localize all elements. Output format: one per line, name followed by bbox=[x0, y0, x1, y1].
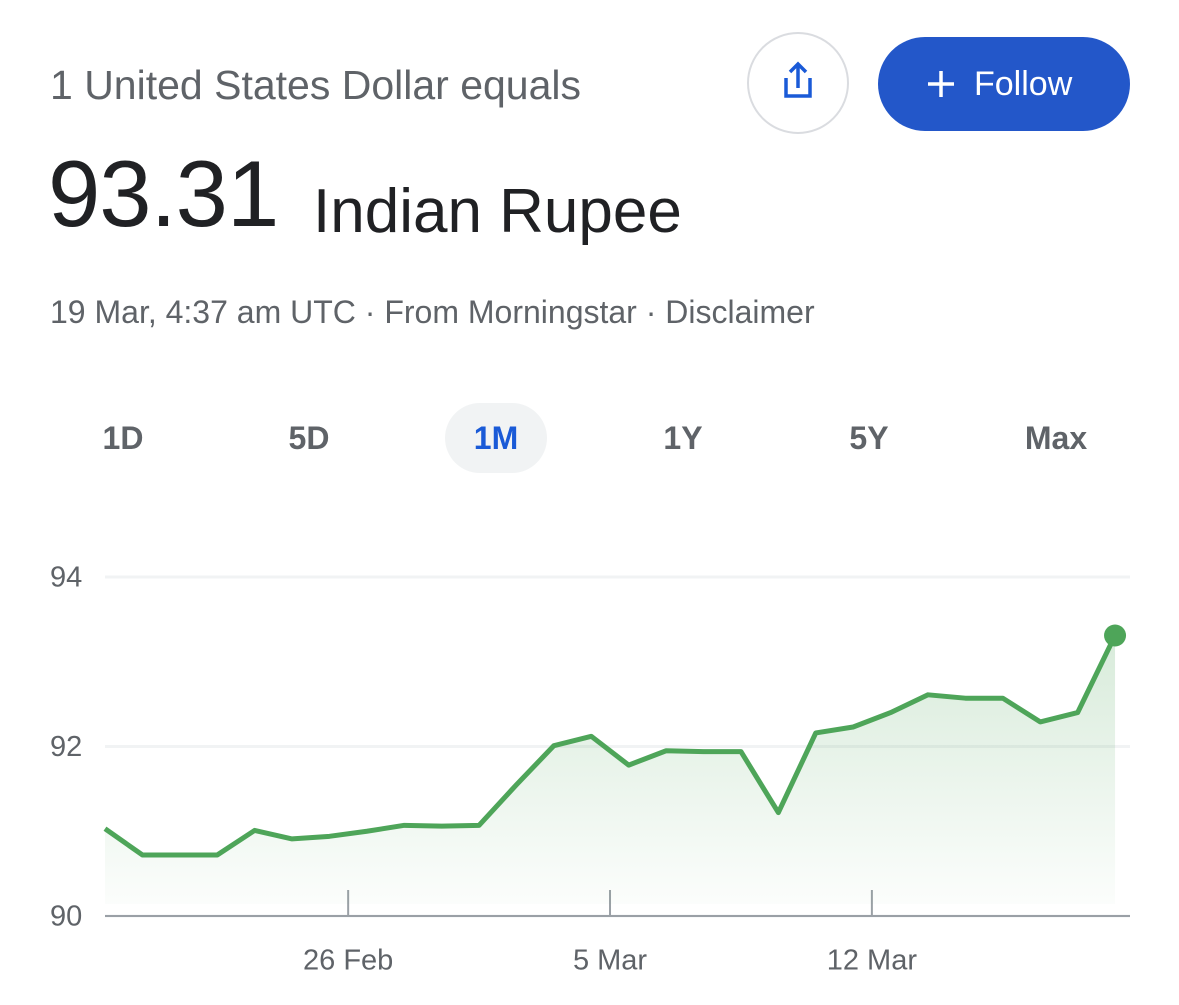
line bbox=[103, 634, 1118, 858]
range-tab[interactable]: 1D bbox=[102, 420, 144, 456]
chart: 90 92 94 26 Feb 5 Mar 12 Mar bbox=[50, 562, 1130, 977]
range-tab[interactable]: Max bbox=[1024, 420, 1088, 456]
share-button[interactable] bbox=[747, 32, 849, 134]
y-tick-label: 94 bbox=[50, 562, 82, 594]
area bbox=[105, 635, 1116, 904]
follow-label: Follow bbox=[974, 65, 1073, 103]
x-tick-label: 26 Feb bbox=[303, 945, 393, 977]
y-tick-label: 90 bbox=[50, 901, 82, 933]
y-tick-label: 92 bbox=[50, 731, 82, 763]
meta-info[interactable]: 19 Mar, 4:37 am UTC · From Morningstar ·… bbox=[50, 294, 815, 330]
currency-name: Indian Rupee bbox=[313, 177, 682, 246]
range-tab[interactable]: 5D bbox=[288, 420, 330, 456]
last-point bbox=[1104, 624, 1127, 647]
follow-button[interactable]: Follow bbox=[878, 37, 1130, 131]
x-tick-label: 5 Mar bbox=[573, 945, 647, 977]
x-tick-label: 12 Mar bbox=[827, 945, 918, 977]
range-tab[interactable]: 5Y bbox=[849, 420, 889, 456]
rate-value: 93.31 bbox=[48, 141, 279, 246]
subtitle: 1 United States Dollar equals bbox=[50, 62, 582, 108]
range-tab[interactable]: 1M bbox=[445, 403, 547, 473]
range-tab[interactable]: 1Y bbox=[663, 420, 703, 456]
plus-icon bbox=[928, 71, 954, 97]
share-icon bbox=[784, 61, 812, 98]
